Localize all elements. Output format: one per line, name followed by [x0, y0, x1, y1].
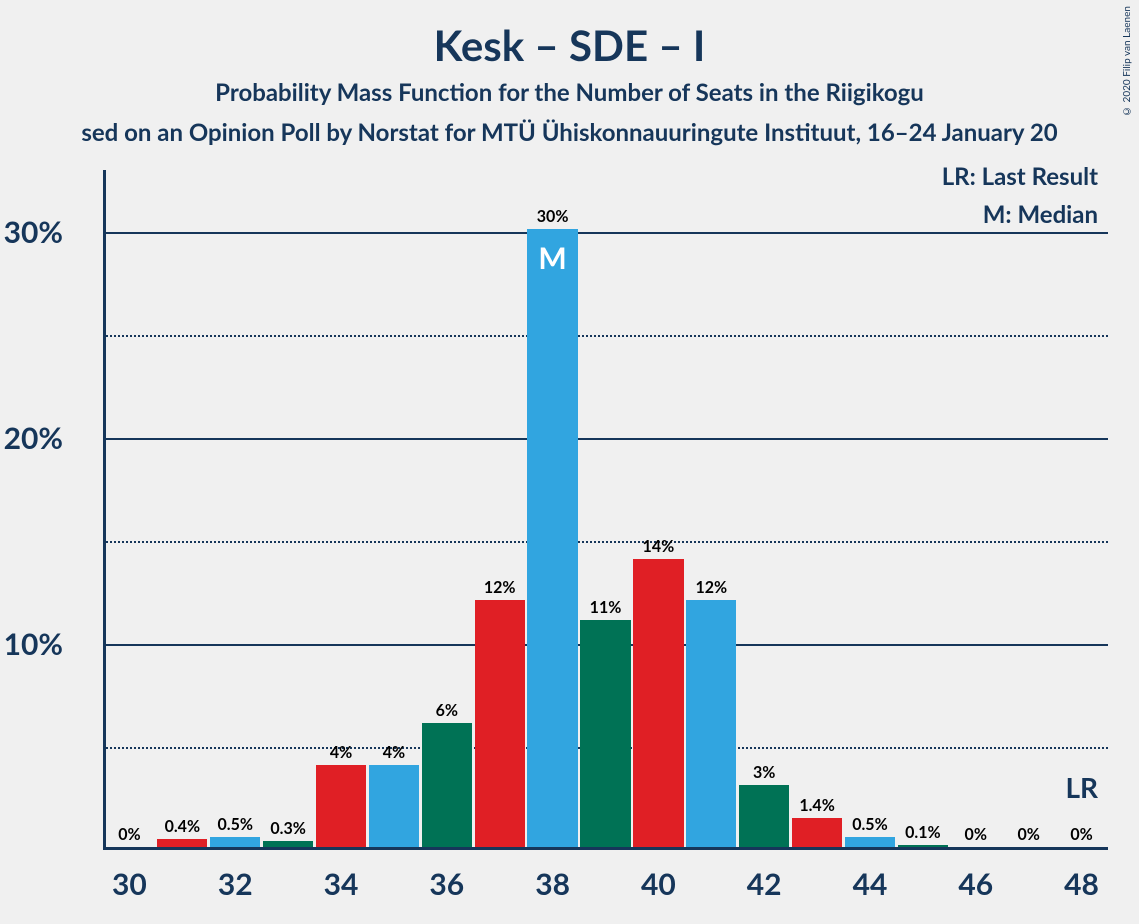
bar	[157, 839, 207, 847]
x-tick-label: 32	[218, 866, 253, 902]
bar-value-label: 0.3%	[270, 819, 305, 838]
legend-m: M: Median	[983, 200, 1098, 229]
y-tick-label: 10%	[4, 626, 63, 662]
x-tick-label: 44	[853, 866, 888, 902]
plot-area: LR: Last Result M: Median 10%20%30%30323…	[103, 170, 1108, 850]
bar	[422, 723, 472, 847]
x-axis	[103, 847, 1108, 850]
bar-value-label: 11%	[590, 598, 622, 617]
x-tick-label: 42	[747, 866, 782, 902]
chart-subtitle-2: sed on an Opinion Poll by Norstat for MT…	[0, 118, 1139, 147]
bar-value-label: 0.1%	[905, 823, 940, 842]
bar	[633, 559, 683, 847]
bar-value-label: 0.5%	[852, 815, 887, 834]
bar-value-label: 6%	[436, 701, 458, 720]
x-tick-label: 30	[112, 866, 147, 902]
bar-value-label: 0%	[1070, 825, 1092, 844]
bar-value-label: 0%	[118, 825, 140, 844]
bar-value-label: 0%	[965, 825, 987, 844]
bar-value-label: 4%	[330, 743, 352, 762]
bar	[527, 229, 577, 847]
x-tick-label: 46	[958, 866, 993, 902]
gridline-major	[103, 438, 1108, 440]
bar-value-label: 0.5%	[217, 815, 252, 834]
bar-value-label: 0%	[1017, 825, 1039, 844]
bar-value-label: 0.4%	[165, 817, 200, 836]
gridline-major	[103, 232, 1108, 234]
bar-value-label: 30%	[537, 207, 569, 226]
bar	[898, 845, 948, 847]
chart-container: © 2020 Filip van Laenen Kesk – SDE – I P…	[0, 0, 1139, 924]
bar	[210, 837, 260, 847]
gridline-minor	[103, 541, 1108, 543]
bar	[316, 765, 366, 847]
chart-subtitle-1: Probability Mass Function for the Number…	[0, 78, 1139, 107]
x-tick-label: 38	[535, 866, 570, 902]
x-tick-label: 48	[1064, 866, 1099, 902]
x-tick-label: 40	[641, 866, 676, 902]
bar	[263, 841, 313, 847]
bar	[739, 785, 789, 847]
legend-lr: LR: Last Result	[942, 162, 1098, 191]
bar-value-label: 4%	[383, 743, 405, 762]
x-tick-label: 36	[429, 866, 464, 902]
bar	[475, 600, 525, 847]
bar-value-label: 14%	[643, 537, 675, 556]
chart-title: Kesk – SDE – I	[0, 20, 1139, 70]
bar	[686, 600, 736, 847]
y-tick-label: 20%	[4, 420, 63, 456]
bar	[792, 818, 842, 847]
bar	[580, 620, 630, 847]
bar-value-label: 1.4%	[799, 796, 834, 815]
gridline-minor	[103, 335, 1108, 337]
bar	[369, 765, 419, 847]
bar	[845, 837, 895, 847]
bar-value-label: 12%	[484, 578, 516, 597]
y-tick-label: 30%	[4, 214, 63, 250]
x-tick-label: 34	[324, 866, 359, 902]
bar-value-label: 3%	[753, 763, 775, 782]
bar-value-label: 12%	[695, 578, 727, 597]
lr-marker: LR	[1065, 770, 1098, 804]
